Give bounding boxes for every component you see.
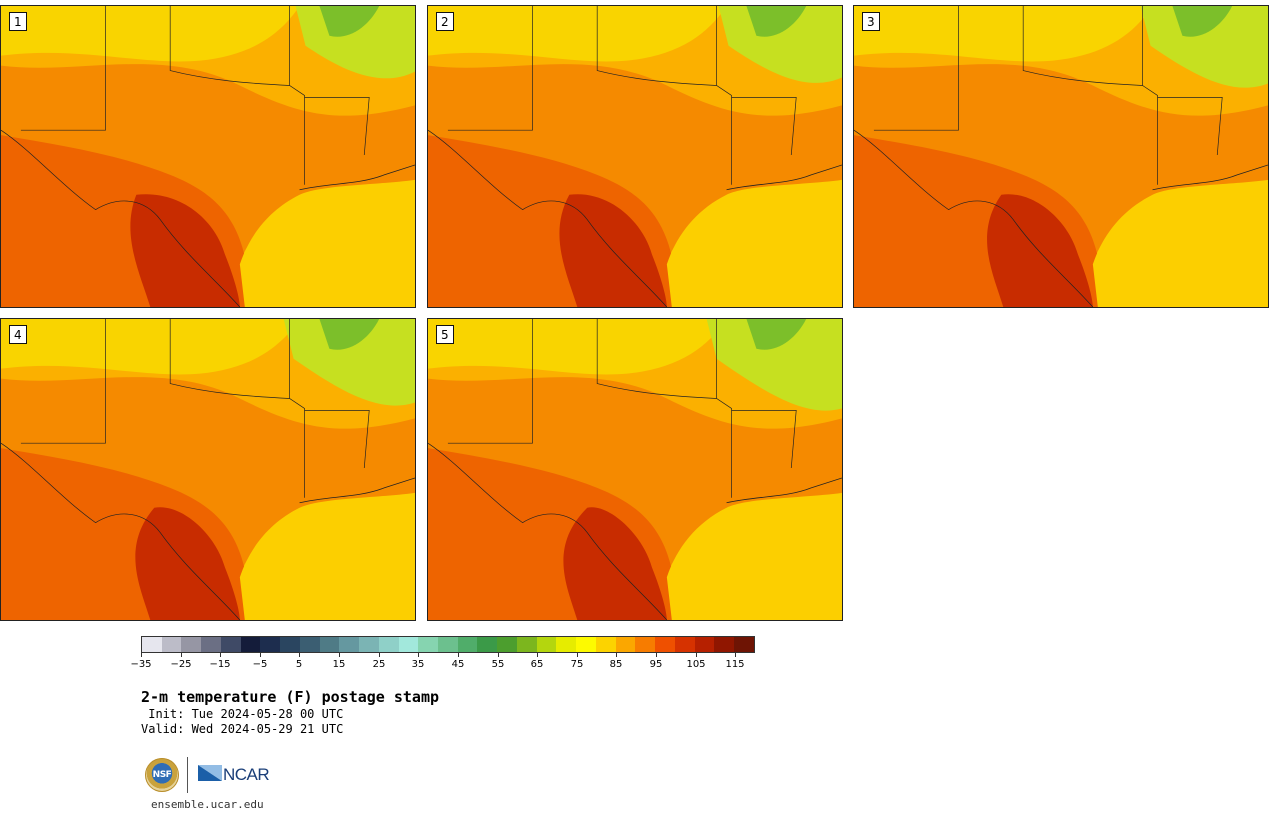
colorbar-tick-label: 115	[725, 659, 745, 670]
panel-label: 3	[862, 12, 880, 31]
colorbar-swatch	[359, 637, 379, 652]
panel-label: 5	[436, 325, 454, 344]
colorbar-tick-label: −15	[209, 659, 231, 670]
panel-label: 2	[436, 12, 454, 31]
colorbar-tick	[418, 653, 419, 657]
colorbar-tick	[339, 653, 340, 657]
logos: NSF NCAR	[145, 757, 275, 793]
stamp-panel-3: 3	[853, 5, 1269, 308]
valid-time: Valid: Wed 2024-05-29 21 UTC	[141, 722, 344, 736]
colorbar-tick	[735, 653, 736, 657]
colorbar-tick	[498, 653, 499, 657]
colorbar-swatch	[260, 637, 281, 652]
logo-divider	[187, 757, 188, 793]
colorbar-swatch	[418, 637, 439, 652]
colorbar-swatch	[497, 637, 517, 652]
temperature-map	[854, 6, 1268, 307]
stamp-panel-4: 4	[0, 318, 416, 621]
colorbar-tick	[141, 653, 142, 657]
ncar-logo-text: NCAR	[223, 765, 270, 784]
site-url: ensemble.ucar.edu	[151, 798, 264, 811]
colorbar-swatch	[556, 637, 577, 652]
colorbar-tick-label: 75	[570, 659, 584, 670]
plot-title: 2-m temperature (F) postage stamp	[141, 688, 440, 706]
colorbar-swatch	[378, 637, 399, 652]
colorbar-tick	[577, 653, 578, 657]
colorbar-swatch	[694, 637, 715, 652]
colorbar-swatch	[615, 637, 636, 652]
temperature-map	[428, 319, 842, 620]
colorbar-tick-label: 15	[332, 659, 346, 670]
colorbar-swatch	[142, 637, 162, 652]
colorbar-swatch	[398, 637, 419, 652]
colorbar-tick	[299, 653, 300, 657]
colorbar-swatch	[201, 637, 221, 652]
colorbar-tick-label: 35	[411, 659, 425, 670]
colorbar-swatch	[595, 637, 616, 652]
colorbar-swatch	[319, 637, 340, 652]
ncar-logo-mark-icon	[198, 765, 222, 781]
colorbar-swatch	[477, 637, 498, 652]
colorbar-swatch	[280, 637, 300, 652]
colorbar-tick	[458, 653, 459, 657]
colorbar-tick-label: −25	[170, 659, 192, 670]
colorbar-swatch	[516, 637, 537, 652]
colorbar-tick-label: 85	[609, 659, 623, 670]
temperature-map	[1, 319, 415, 620]
colorbar-tick	[537, 653, 538, 657]
temperature-map	[428, 6, 842, 307]
nsf-logo: NSF	[145, 758, 179, 792]
colorbar-tick-label: 105	[686, 659, 706, 670]
colorbar-tick-label: 45	[451, 659, 465, 670]
colorbar-swatch	[339, 637, 360, 652]
panel-label: 1	[9, 12, 27, 31]
temperature-map	[1, 6, 415, 307]
colorbar-swatch	[655, 637, 675, 652]
colorbar-swatch	[734, 637, 754, 652]
colorbar-swatch	[714, 637, 735, 652]
colorbar-swatch	[161, 637, 182, 652]
colorbar-swatch	[576, 637, 596, 652]
colorbar-swatch	[674, 637, 695, 652]
colorbar-swatch	[240, 637, 261, 652]
colorbar-tick-label: 5	[295, 659, 303, 670]
colorbar-swatch	[635, 637, 656, 652]
colorbar-swatch	[220, 637, 241, 652]
colorbar-swatch	[457, 637, 478, 652]
colorbar-tick-label: 65	[530, 659, 544, 670]
colorbar-tick	[656, 653, 657, 657]
colorbar-tick-label: 95	[649, 659, 663, 670]
colorbar-tick-label: −5	[252, 659, 268, 670]
colorbar-tick-label: −35	[130, 659, 152, 670]
colorbar-tick	[181, 653, 182, 657]
stamp-panel-1: 1	[0, 5, 416, 308]
init-time: Init: Tue 2024-05-28 00 UTC	[141, 707, 344, 721]
colorbar	[141, 636, 755, 653]
colorbar-swatch	[536, 637, 557, 652]
colorbar-swatch	[438, 637, 458, 652]
colorbar-tick	[260, 653, 261, 657]
colorbar-tick-label: 55	[491, 659, 505, 670]
colorbar-tick	[696, 653, 697, 657]
colorbar-swatch	[299, 637, 320, 652]
stamp-panel-2: 2	[427, 5, 843, 308]
colorbar-tick	[616, 653, 617, 657]
panel-label: 4	[9, 325, 27, 344]
stamp-panel-5: 5	[427, 318, 843, 621]
colorbar-swatch	[181, 637, 202, 652]
colorbar-tick	[379, 653, 380, 657]
colorbar-tick-label: 25	[372, 659, 386, 670]
colorbar-tick	[220, 653, 221, 657]
